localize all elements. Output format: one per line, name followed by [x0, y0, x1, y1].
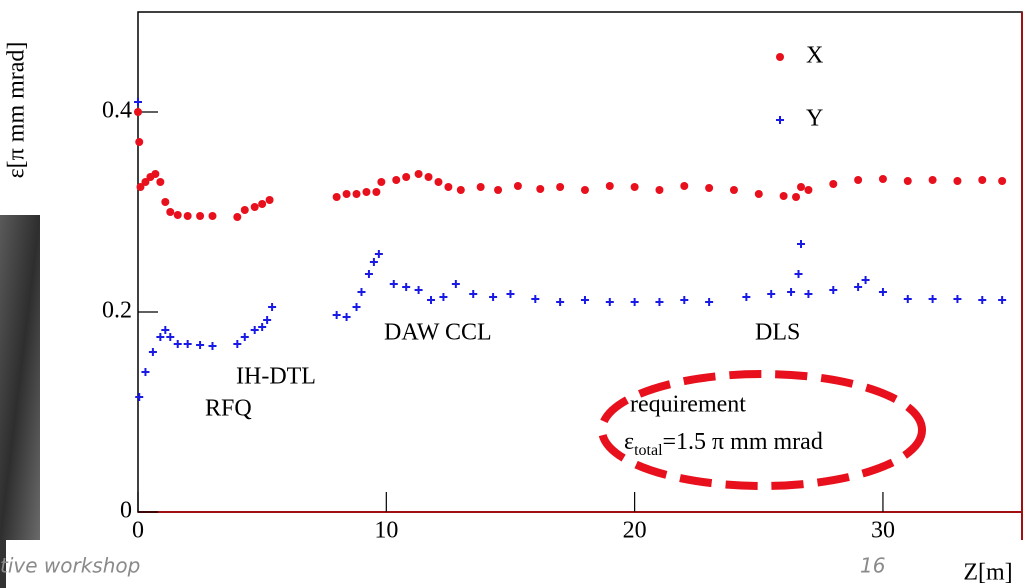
data-point — [425, 173, 433, 181]
y-tick-label: 0 — [120, 498, 132, 524]
data-point — [581, 186, 589, 194]
data-point — [241, 206, 249, 214]
formula-text: =1.5 π mm mrad — [663, 429, 823, 455]
data-point — [184, 212, 192, 220]
y-axis-label: ε[π mm mrad] — [4, 42, 30, 179]
data-point — [266, 196, 274, 204]
annotation: IH-DTL — [236, 364, 316, 390]
data-point — [353, 190, 361, 198]
subscript: total — [634, 442, 663, 459]
data-point — [444, 183, 452, 191]
x-tick-label: 10 — [374, 518, 398, 544]
photo-edge — [0, 215, 40, 540]
symbol: ε — [624, 429, 634, 455]
x-tick-label: 0 — [132, 518, 144, 544]
data-point — [705, 184, 713, 192]
data-point — [343, 190, 351, 198]
data-point — [372, 188, 380, 196]
data-point — [477, 183, 485, 191]
data-point — [829, 180, 837, 188]
data-point — [208, 212, 216, 220]
slide: ε[π mm mrad] Z[m] RFQ IH-DTL DAW CCL DLS… — [0, 0, 1027, 588]
data-point — [151, 170, 159, 178]
data-point — [854, 176, 862, 184]
annotation: DLS — [755, 320, 800, 346]
data-point — [536, 185, 544, 193]
legend-label: X — [806, 43, 823, 69]
data-point — [196, 212, 204, 220]
data-point — [804, 186, 812, 194]
legend-label: Y — [806, 106, 823, 132]
data-point — [258, 200, 266, 208]
data-point — [134, 108, 142, 116]
data-point — [377, 178, 385, 186]
data-point — [333, 193, 341, 201]
data-point — [655, 186, 663, 194]
data-point — [780, 192, 788, 200]
data-point — [953, 177, 961, 185]
y-tick-label: 0.2 — [102, 298, 132, 324]
data-point — [730, 186, 738, 194]
data-point — [415, 170, 423, 178]
data-point — [494, 186, 502, 194]
data-point — [402, 173, 410, 181]
data-point — [135, 138, 143, 146]
data-point — [362, 188, 370, 196]
footer-text: tive workshop — [0, 554, 140, 578]
legend-marker — [776, 53, 784, 61]
data-point — [156, 178, 164, 186]
data-point — [797, 183, 805, 191]
data-point — [251, 203, 259, 211]
annotation: DAW CCL — [384, 320, 492, 346]
annotation: RFQ — [205, 396, 252, 422]
x-tick-label: 20 — [623, 518, 647, 544]
x-tick-label: 30 — [871, 518, 895, 544]
data-point — [606, 182, 614, 190]
data-point — [457, 186, 465, 194]
y-tick-label: 0.4 — [102, 98, 132, 124]
data-point — [233, 213, 241, 221]
data-point — [514, 182, 522, 190]
requirement-title: requirement — [630, 392, 746, 418]
chart-panel — [0, 0, 1027, 540]
data-point — [879, 175, 887, 183]
data-point — [978, 176, 986, 184]
data-point — [161, 198, 169, 206]
data-point — [434, 178, 442, 186]
data-point — [755, 190, 763, 198]
data-point — [556, 183, 564, 191]
x-axis-label: Z[m] — [963, 560, 1012, 586]
page-number: 16 — [860, 554, 885, 578]
data-point — [680, 182, 688, 190]
data-point — [174, 211, 182, 219]
data-point — [929, 176, 937, 184]
data-point — [392, 176, 400, 184]
data-point — [998, 177, 1006, 185]
data-point — [792, 193, 800, 201]
data-point — [904, 177, 912, 185]
data-point — [166, 208, 174, 216]
data-point — [631, 183, 639, 191]
